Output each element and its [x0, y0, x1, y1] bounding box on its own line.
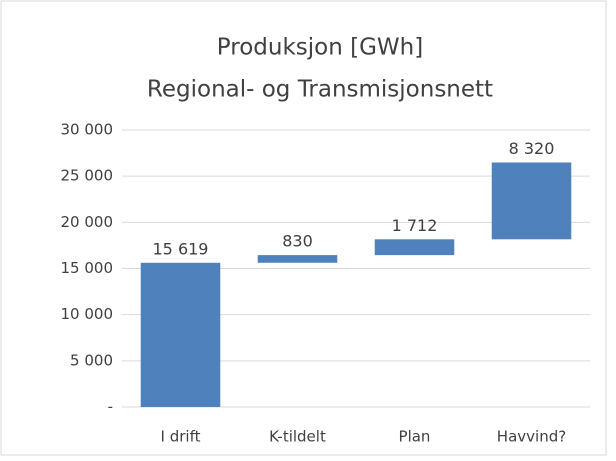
- x-tick-label: Plan: [399, 428, 431, 446]
- y-tick-label: -: [108, 398, 113, 416]
- y-tick-label: 5 000: [70, 351, 113, 369]
- chart-title: Regional- og Transmisjonsnett: [147, 77, 493, 103]
- bar: [140, 262, 221, 407]
- y-tick-label: 15 000: [61, 259, 114, 277]
- bar: [491, 162, 572, 240]
- x-tick-label: Havvind?: [497, 428, 566, 446]
- y-tick-label: 20 000: [61, 213, 114, 231]
- chart-title: Produksjon [GWh]: [217, 35, 423, 61]
- value-label: 15 619: [153, 239, 209, 258]
- y-tick-label: 30 000: [61, 121, 114, 139]
- x-tick-label: K-tildelt: [269, 428, 326, 446]
- bar: [374, 239, 455, 256]
- x-tick-label: I drift: [161, 428, 201, 446]
- y-tick-label: 10 000: [61, 305, 114, 323]
- value-label: 1 712: [392, 216, 438, 235]
- y-tick-label: 25 000: [61, 167, 114, 185]
- value-label: 830: [282, 232, 313, 251]
- bar: [257, 255, 338, 263]
- value-label: 8 320: [509, 139, 555, 158]
